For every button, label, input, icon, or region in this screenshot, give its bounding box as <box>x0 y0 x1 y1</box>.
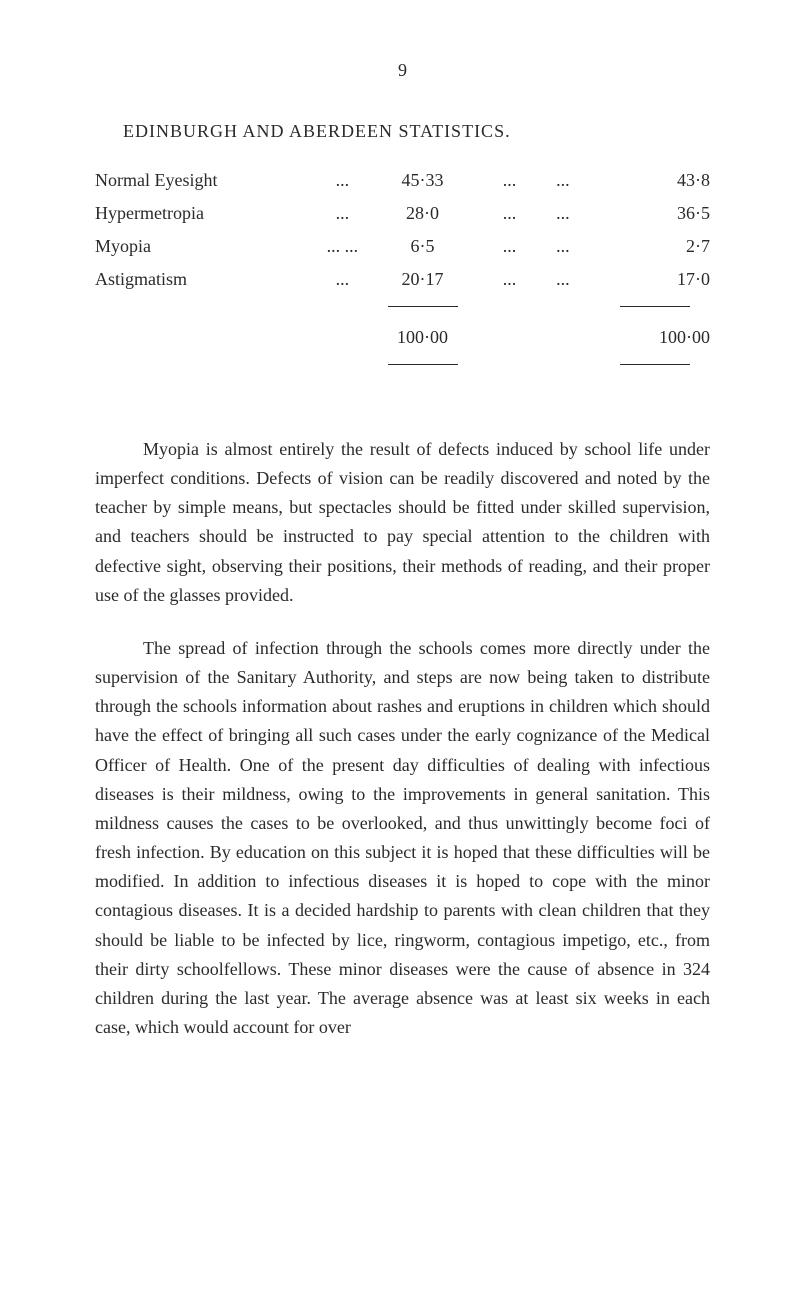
row-label: Myopia <box>95 230 322 263</box>
table-row: Hypermetropia ... 28·0 ... ... 36·5 <box>95 197 710 230</box>
table-row: Astigmatism ... 20·17 ... ... 17·0 <box>95 263 710 296</box>
row-dots: ... <box>536 263 589 296</box>
row-dots: ... <box>536 197 589 230</box>
total-rule <box>388 306 458 307</box>
body-paragraph-2: The spread of infection through the scho… <box>95 634 710 1042</box>
row-label: Astigmatism <box>95 263 322 296</box>
row-val-aberdeen: 43·8 <box>590 164 710 197</box>
total-val-edinburgh: 100·00 <box>362 319 482 354</box>
row-val-aberdeen: 17·0 <box>590 263 710 296</box>
row-dots: ... <box>483 197 536 230</box>
row-dots: ... ... <box>322 230 362 263</box>
table-rule-row <box>95 296 710 319</box>
row-dots: ... <box>322 197 362 230</box>
row-dots: ... <box>483 230 536 263</box>
row-dots: ... <box>536 164 589 197</box>
total-val-aberdeen: 100·00 <box>590 319 710 354</box>
row-label: Hypermetropia <box>95 197 322 230</box>
row-val-aberdeen: 36·5 <box>590 197 710 230</box>
row-val-edinburgh: 45·33 <box>362 164 482 197</box>
row-dots: ... <box>483 263 536 296</box>
row-val-edinburgh: 28·0 <box>362 197 482 230</box>
statistics-table-title: EDINBURGH AND ABERDEEN STATISTICS. <box>95 121 710 142</box>
document-page: 9 EDINBURGH AND ABERDEEN STATISTICS. Nor… <box>0 0 800 1146</box>
total-rule <box>620 364 690 365</box>
page-number: 9 <box>95 60 710 81</box>
row-dots: ... <box>536 230 589 263</box>
row-label: Normal Eyesight <box>95 164 322 197</box>
row-dots: ... <box>322 263 362 296</box>
total-rule <box>388 364 458 365</box>
table-rule-row <box>95 354 710 377</box>
statistics-table: Normal Eyesight ... 45·33 ... ... 43·8 H… <box>95 164 710 377</box>
row-val-edinburgh: 20·17 <box>362 263 482 296</box>
total-rule <box>620 306 690 307</box>
table-row: Normal Eyesight ... 45·33 ... ... 43·8 <box>95 164 710 197</box>
row-dots: ... <box>322 164 362 197</box>
row-dots: ... <box>483 164 536 197</box>
table-row: Myopia ... ... 6·5 ... ... 2·7 <box>95 230 710 263</box>
row-val-aberdeen: 2·7 <box>590 230 710 263</box>
table-total-row: 100·00 100·00 <box>95 319 710 354</box>
body-paragraph-1: Myopia is almost entirely the result of … <box>95 435 710 610</box>
row-val-edinburgh: 6·5 <box>362 230 482 263</box>
